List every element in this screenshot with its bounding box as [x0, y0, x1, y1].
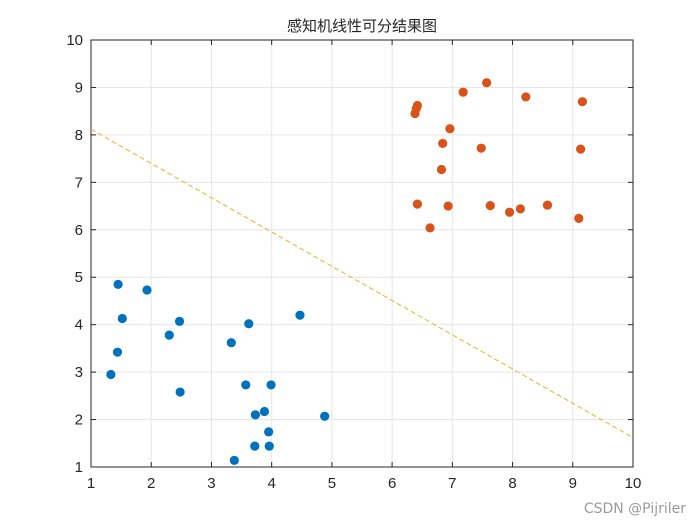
scatter-point-class-2 [577, 97, 588, 107]
scatter-point-class-2 [482, 78, 492, 88]
scatter-point-class-1 [112, 347, 123, 357]
y-tick-label: 1 [75, 459, 83, 476]
x-tick-label: 6 [388, 475, 396, 492]
scatter-point-class-2 [485, 200, 495, 211]
x-tick-label: 4 [267, 475, 275, 492]
scatter-point-class-2 [521, 92, 531, 102]
scatter-point-class-2 [412, 100, 423, 111]
scatter-point-class-1 [264, 427, 274, 437]
scatter-point-class-2 [436, 164, 447, 175]
y-tick-label: 5 [75, 269, 83, 286]
x-tick-label: 10 [625, 475, 642, 492]
scatter-point-class-1 [250, 410, 261, 420]
scatter-point-class-1 [174, 316, 185, 326]
y-tick-label: 4 [75, 317, 83, 334]
x-tick-label: 5 [328, 475, 336, 492]
scatter-point-class-2 [425, 223, 435, 233]
scatter-point-class-2 [515, 204, 525, 214]
x-tick-label: 7 [448, 475, 456, 492]
scatter-point-class-2 [412, 199, 423, 209]
scatter-point-class-1 [226, 338, 236, 348]
y-axis: 1 2 3 4 5 6 7 8 9 10 [66, 32, 633, 476]
scatter-point-class-2 [445, 124, 455, 134]
scatter-point-class-2 [576, 144, 586, 154]
y-tick-label: 6 [75, 222, 83, 239]
scatter-point-class-1 [244, 319, 254, 329]
scatter-point-class-1 [175, 387, 185, 397]
scatter-point-class-1 [250, 441, 260, 451]
grid [90, 39, 634, 468]
x-tick-label: 8 [508, 475, 516, 492]
decision-boundary [90, 128, 634, 439]
scatter-point-class-2 [542, 200, 553, 210]
plot-area [90, 39, 634, 468]
y-tick-label: 10 [66, 32, 83, 49]
scatter-point-class-1 [229, 455, 239, 465]
scatter-point-class-1 [106, 369, 116, 380]
scatter-point-class-2 [504, 207, 515, 217]
y-tick-label: 8 [75, 127, 83, 144]
scatter-point-class-1 [259, 406, 270, 417]
scatter-point-class-1 [264, 441, 274, 451]
scatter-point-class-1 [320, 411, 330, 421]
chart-title: 感知机线性可分结果图 [287, 17, 437, 35]
x-tick-label: 2 [147, 475, 155, 492]
x-tick-label: 1 [87, 475, 95, 492]
scatter-point-class-1 [142, 285, 152, 295]
y-tick-label: 9 [75, 79, 83, 96]
scatter-point-class-2 [574, 213, 584, 223]
watermark: CSDN @Pijriler [583, 501, 686, 517]
scatter-point-class-1 [113, 279, 123, 289]
y-tick-label: 2 [75, 412, 83, 429]
scatter-point-class-2 [476, 143, 486, 153]
scatter-point-class-2 [443, 201, 453, 211]
scatter-point-class-1 [241, 380, 251, 390]
x-axis: 1 2 3 4 5 6 7 8 9 10 [87, 40, 642, 492]
x-tick-label: 9 [569, 475, 577, 492]
scatter-point-class-1 [295, 310, 305, 320]
x-tick-label: 3 [207, 475, 215, 492]
decision-line [90, 128, 634, 439]
scatter-point-class-1 [117, 313, 127, 324]
scatter-point-class-2 [438, 138, 448, 149]
y-tick-label: 7 [75, 174, 83, 191]
scatter-point-class-2 [458, 87, 468, 97]
scatter-point-class-1 [164, 330, 174, 340]
data-points [106, 78, 588, 465]
y-tick-label: 3 [75, 364, 83, 381]
scatter-point-class-1 [266, 380, 276, 390]
